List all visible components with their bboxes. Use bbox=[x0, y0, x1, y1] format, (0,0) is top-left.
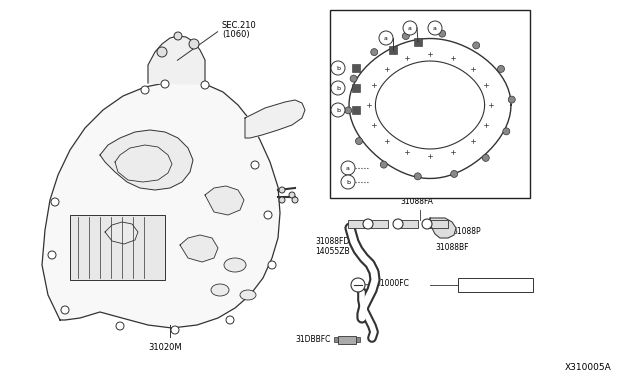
Circle shape bbox=[289, 192, 295, 198]
Circle shape bbox=[61, 306, 69, 314]
Text: 31020A: 31020A bbox=[370, 164, 399, 173]
Circle shape bbox=[48, 251, 56, 259]
Circle shape bbox=[497, 65, 504, 73]
Polygon shape bbox=[148, 36, 205, 84]
Circle shape bbox=[508, 96, 515, 103]
Bar bbox=[70, 215, 165, 280]
Text: b: b bbox=[336, 65, 340, 71]
Circle shape bbox=[279, 187, 285, 193]
Circle shape bbox=[403, 21, 417, 35]
Bar bbox=[352, 64, 360, 72]
Circle shape bbox=[483, 154, 489, 161]
Text: (23300A): (23300A) bbox=[370, 187, 406, 196]
Bar bbox=[428, 220, 448, 228]
Polygon shape bbox=[205, 186, 244, 215]
Text: a: a bbox=[384, 35, 388, 41]
Text: 31088FD: 31088FD bbox=[315, 237, 349, 247]
Ellipse shape bbox=[211, 284, 229, 296]
Circle shape bbox=[201, 81, 209, 89]
Circle shape bbox=[268, 261, 276, 269]
Circle shape bbox=[189, 39, 199, 49]
Circle shape bbox=[451, 170, 458, 177]
Text: b: b bbox=[346, 180, 350, 185]
Circle shape bbox=[363, 219, 373, 229]
Circle shape bbox=[174, 32, 182, 40]
Bar bbox=[338, 336, 356, 344]
Circle shape bbox=[393, 219, 403, 229]
Circle shape bbox=[51, 198, 59, 206]
Circle shape bbox=[141, 86, 149, 94]
Bar bbox=[334, 337, 338, 342]
Circle shape bbox=[331, 81, 345, 95]
Text: 31020M: 31020M bbox=[148, 343, 182, 352]
Circle shape bbox=[371, 49, 378, 55]
Polygon shape bbox=[100, 130, 193, 190]
Bar bbox=[400, 220, 418, 228]
Bar bbox=[414, 38, 422, 46]
Circle shape bbox=[422, 219, 432, 229]
Circle shape bbox=[341, 161, 355, 175]
Text: SEC.233: SEC.233 bbox=[370, 177, 402, 186]
Circle shape bbox=[503, 128, 510, 135]
Circle shape bbox=[403, 32, 410, 39]
Text: 31DBBFC: 31DBBFC bbox=[295, 336, 330, 344]
Circle shape bbox=[380, 161, 387, 168]
Polygon shape bbox=[42, 81, 280, 328]
Bar bbox=[352, 106, 360, 114]
Circle shape bbox=[116, 322, 124, 330]
Bar bbox=[370, 220, 388, 228]
Text: 14055ZA: 14055ZA bbox=[460, 280, 495, 289]
Circle shape bbox=[345, 107, 352, 114]
Circle shape bbox=[428, 21, 442, 35]
Circle shape bbox=[350, 75, 357, 82]
Bar bbox=[458, 278, 533, 292]
Text: 14055ZB: 14055ZB bbox=[315, 247, 349, 257]
Bar bbox=[330, 10, 530, 198]
Text: a: a bbox=[408, 26, 412, 31]
Circle shape bbox=[355, 138, 362, 145]
Bar bbox=[356, 337, 360, 342]
Text: 31088P: 31088P bbox=[452, 228, 481, 237]
Bar bbox=[389, 46, 397, 54]
Circle shape bbox=[439, 30, 445, 37]
Circle shape bbox=[473, 42, 480, 49]
Polygon shape bbox=[245, 100, 305, 138]
Text: a: a bbox=[346, 166, 350, 170]
Text: a: a bbox=[433, 26, 437, 31]
Circle shape bbox=[331, 61, 345, 75]
Text: 31088BF: 31088BF bbox=[435, 244, 468, 253]
Bar bbox=[348, 220, 368, 228]
Text: b: b bbox=[336, 108, 340, 112]
Circle shape bbox=[414, 173, 421, 180]
Bar bbox=[352, 84, 360, 92]
Circle shape bbox=[379, 31, 393, 45]
Text: 31088FA: 31088FA bbox=[400, 198, 433, 206]
Circle shape bbox=[331, 103, 345, 117]
Circle shape bbox=[279, 197, 285, 203]
Circle shape bbox=[157, 47, 167, 57]
Circle shape bbox=[264, 211, 272, 219]
Circle shape bbox=[161, 80, 169, 88]
Text: 31000FC: 31000FC bbox=[375, 279, 409, 288]
Text: (1060): (1060) bbox=[222, 29, 250, 38]
Text: b: b bbox=[336, 86, 340, 90]
Circle shape bbox=[171, 326, 179, 334]
Ellipse shape bbox=[224, 258, 246, 272]
Polygon shape bbox=[105, 222, 138, 244]
Circle shape bbox=[251, 161, 259, 169]
Circle shape bbox=[351, 278, 365, 292]
Polygon shape bbox=[430, 218, 456, 238]
Circle shape bbox=[226, 316, 234, 324]
Circle shape bbox=[341, 175, 355, 189]
Text: X310005A: X310005A bbox=[565, 363, 612, 372]
Circle shape bbox=[292, 197, 298, 203]
Text: SEC.210: SEC.210 bbox=[222, 20, 257, 29]
Ellipse shape bbox=[240, 290, 256, 300]
Polygon shape bbox=[180, 235, 218, 262]
